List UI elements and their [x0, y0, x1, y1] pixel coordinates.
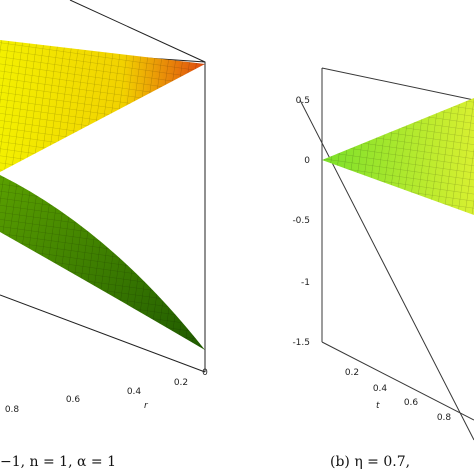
- tick-label: -1: [301, 278, 310, 288]
- surface-mesh: [0, 175, 205, 350]
- panel-b: 0.5 0 -0.5 -1 -1.5 0.2 0.4 0.6 0.8 t (b)…: [292, 67, 474, 470]
- axis-label: t: [376, 401, 380, 411]
- tick-label: -1.5: [292, 338, 310, 348]
- tick-label: 0.8: [437, 413, 452, 423]
- caption: (b) η = 0.7,: [330, 454, 410, 470]
- tick-label: 0.4: [127, 387, 142, 397]
- caption: −1, n = 1, α = 1: [0, 454, 116, 470]
- surface-mesh: [0, 40, 205, 172]
- tick-label: 0.6: [404, 398, 419, 408]
- tick-label: 0.2: [345, 368, 359, 378]
- tick-label: 0.8: [5, 405, 20, 415]
- axis-box: [299, 67, 474, 441]
- tick-label: 0.5: [296, 96, 310, 106]
- surface-mesh: [322, 98, 474, 215]
- tick-label: 0.2: [174, 378, 188, 388]
- tick-label: 0.4: [373, 384, 388, 394]
- tick-label: 0: [304, 156, 310, 166]
- tick-label: 0.6: [66, 395, 81, 405]
- axis-label: r: [144, 401, 149, 411]
- panel-a: 0.8 0.6 0.4 0.2 0 r −1, n = 1, α = 1: [0, 0, 208, 470]
- tick-label: 0: [202, 368, 208, 378]
- tick-label: -0.5: [292, 216, 310, 226]
